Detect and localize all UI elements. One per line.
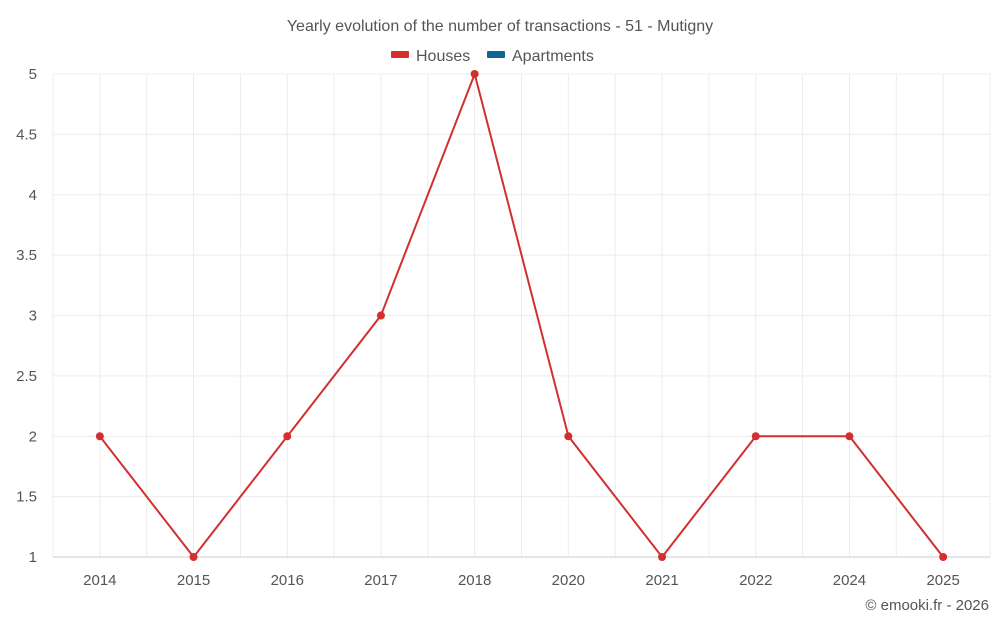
data-point[interactable] [470, 70, 479, 78]
y-tick-label: 5 [29, 66, 37, 83]
credit-text: © emooki.fr - 2026 [865, 597, 989, 614]
data-point[interactable] [751, 432, 760, 441]
x-tick-label: 2014 [83, 572, 116, 589]
data-point[interactable] [658, 553, 667, 561]
legend-label-apartments: Apartments [512, 48, 594, 65]
x-tick-label: 2018 [458, 572, 491, 589]
legend: Houses Apartments [391, 48, 594, 65]
legend-swatch-houses [391, 51, 409, 58]
series-houses [95, 70, 948, 561]
y-tick-label: 2 [29, 428, 37, 445]
x-tick-label: 2022 [739, 572, 772, 589]
y-tick-label: 2.5 [16, 368, 37, 385]
x-tick-label: 2017 [364, 572, 397, 589]
data-point[interactable] [939, 553, 948, 561]
y-tick-label: 1.5 [16, 489, 37, 506]
data-point[interactable] [283, 432, 292, 441]
y-axis: 1 1.5 2 2.5 3 3.5 4 4.5 5 [16, 66, 37, 566]
legend-item-apartments[interactable]: Apartments [487, 48, 594, 65]
y-tick-label: 4 [29, 187, 37, 204]
x-tick-label: 2024 [833, 572, 866, 589]
x-tick-label: 2025 [926, 572, 959, 589]
grid [52, 73, 991, 557]
x-tick-label: 2016 [271, 572, 304, 589]
data-point[interactable] [95, 432, 104, 441]
data-point[interactable] [376, 311, 385, 320]
data-point[interactable] [845, 432, 854, 441]
x-tick-label: 2021 [645, 572, 678, 589]
chart-title: Yearly evolution of the number of transa… [287, 18, 713, 35]
legend-item-houses[interactable]: Houses [391, 48, 470, 65]
y-tick-label: 1 [29, 549, 37, 566]
x-axis: 2014 2015 2016 2017 2018 2020 2021 2022 2024 2025 [53, 556, 990, 589]
x-tick-label: 2015 [177, 572, 210, 589]
legend-label-houses: Houses [416, 48, 470, 65]
legend-swatch-apartments [487, 51, 505, 58]
y-tick-label: 3 [29, 308, 37, 325]
data-point[interactable] [189, 553, 198, 561]
x-tick-label: 2020 [552, 572, 585, 589]
data-point[interactable] [564, 432, 573, 441]
y-tick-label: 4.5 [16, 126, 37, 143]
y-tick-label: 3.5 [16, 247, 37, 264]
series-line [99, 73, 944, 558]
